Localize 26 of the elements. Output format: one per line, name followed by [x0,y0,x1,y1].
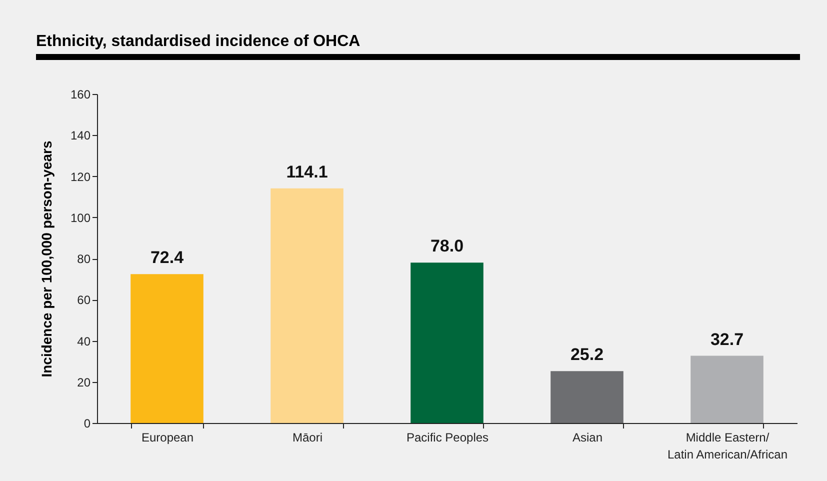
data-label: 78.0 [430,236,464,256]
bar [270,188,344,423]
bar [410,262,484,423]
bar [550,371,624,423]
y-tick-label: 120 [70,170,91,184]
x-tick-label: Asian [572,430,603,444]
y-tick-label: 40 [77,334,91,348]
bar [690,356,764,423]
data-label: 72.4 [150,248,184,268]
data-label: 32.7 [710,330,744,349]
x-tick-label: European [141,430,194,444]
y-tick-label: 20 [77,375,91,390]
x-tick-label: Māori [292,430,323,444]
chart-title: Ethnicity, standardised incidence of OHCA [36,33,361,50]
y-tick-label: 0 [84,416,91,430]
y-tick-label: 160 [70,88,91,102]
y-tick-label: 140 [70,128,91,143]
x-tick-label: Pacific Peoples [406,430,489,444]
y-tick-label: 100 [70,210,91,225]
y-tick-label: 80 [77,252,91,266]
bar [130,274,204,423]
y-axis-title: Incidence per 100,000 person-years [38,140,54,378]
data-label: 25.2 [570,345,604,364]
x-tick-label: Middle Eastern/ Latin American/African [667,430,788,462]
data-label: 114.1 [286,162,328,182]
y-tick-label: 60 [77,293,91,308]
